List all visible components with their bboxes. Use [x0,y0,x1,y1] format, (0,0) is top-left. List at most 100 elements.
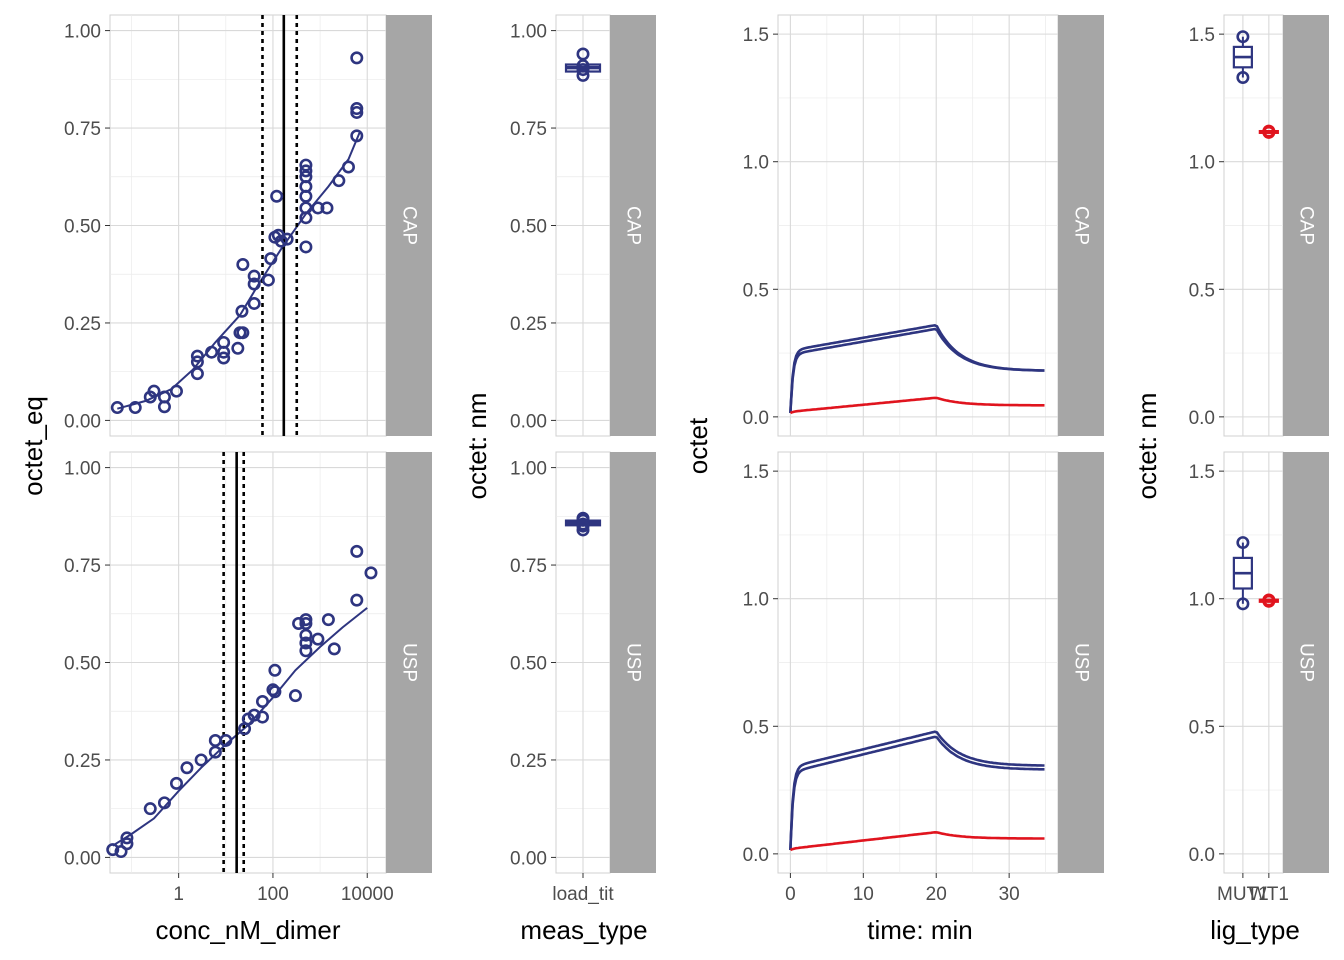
titration-cap-strip-bg [386,15,432,436]
titration-usp-point-4 [143,802,157,816]
kinetics-usp-strip-label: USP [1071,643,1092,682]
kinetics-usp-y-tick-label-0: 0.0 [743,845,769,866]
titration-usp-point-15 [255,710,269,724]
grid-layer [105,14,1284,878]
titration-cap-point-41 [350,129,364,143]
ligand-cap-point-mut1-1 [1236,71,1250,85]
kinetics-cap-series-line-2 [789,396,1045,415]
titration-cap-y-tick-label-3: 0.75 [64,119,101,140]
titration-usp-strip-label: USP [399,643,420,682]
titration-usp-point-0 [106,843,120,857]
titration-usp-y-tick-label-1: 0.25 [64,751,101,772]
loading-cap-y-tick-label-1: 0.25 [510,314,547,335]
titration-cap-point-19 [247,296,261,310]
titration-cap-point-21 [247,269,261,283]
titration-cap-point-3 [147,384,161,398]
titration-cap-point-28 [280,232,294,246]
loading-usp-point-4 [576,523,590,537]
titration-cap-point-37 [311,201,325,215]
ligand-cap-point-mut1-0 [1236,30,1250,44]
titration-usp-y-tick-label-3: 0.75 [64,556,101,577]
kinetics-cap-marks [789,323,1045,415]
titration-usp-point-7 [180,761,194,775]
loading-cap-y-tick-label-4: 1.00 [510,22,547,43]
titration-cap-point-36 [299,158,313,172]
axis-label-layer: 0.000.250.500.751.000.000.250.500.751.00… [64,22,1289,905]
titration-usp-point-20 [288,689,302,703]
ligand-usp-y-tick-label-3: 1.5 [1189,462,1215,483]
titration-usp-point-8 [194,753,208,767]
kinetics-cap-series-line-1 [789,327,1045,414]
titration-cap-point-22 [261,273,275,287]
titration-cap-point-39 [332,174,346,188]
ligand-usp-x-tick-label-0: MUT1 [1217,884,1269,905]
titration-cap-point-27 [270,189,284,203]
titration-cap-y-tick-label-1: 0.25 [64,314,101,335]
titration-cap-point-11 [217,351,231,365]
loading-cap-marks [564,47,602,82]
titration-cap-point-13 [217,335,231,349]
ligand-usp-x-tick-label-1: WT1 [1249,884,1289,905]
loading-cap-y-tick-label-0: 0.00 [510,411,547,432]
loading-usp-x-tick-label-0: load_tit [552,884,614,905]
titration-usp-point-22 [299,644,313,658]
loading-usp-marks [564,511,602,537]
ligand-usp-marks [1232,536,1279,611]
kinetics-usp-series-line-0 [789,730,1045,851]
loading-x-axis-title: meas_type [520,915,647,945]
ligand-cap-y-tick-label-2: 1.0 [1189,153,1215,174]
loading-usp-y-tick-label-1: 0.25 [510,751,547,772]
loading-y-axis-title: octet: nm [462,393,492,500]
kinetics-x-axis-title: time: min [867,915,972,945]
titration-usp-marks [106,452,378,873]
titration-y-axis-title: octet_eq [18,396,48,496]
loading-cap-point-3 [576,68,590,82]
kinetics-usp-x-tick-label-1: 10 [853,884,874,905]
titration-usp-x-tick-label-2: 10000 [341,884,394,905]
ligand-cap-strip-bg [1283,15,1329,436]
kinetics-cap-strip-bg [1058,15,1104,436]
titration-usp-point-27 [311,632,325,646]
ligand-usp-strip-label: USP [1296,643,1317,682]
ligand-cap-y-tick-label-0: 0.0 [1189,408,1215,429]
titration-usp-y-tick-label-2: 0.50 [64,654,101,675]
titration-cap-y-tick-label-4: 1.00 [64,22,101,43]
titration-usp-strip-bg [386,452,432,873]
titration-usp-x-tick-label-0: 1 [173,884,184,905]
kinetics-usp-x-tick-label-2: 20 [926,884,947,905]
titration-usp-y-tick-label-4: 1.00 [64,459,101,480]
ligand-usp-y-tick-label-2: 1.0 [1189,590,1215,611]
titration-usp-point-6 [169,776,183,790]
titration-usp-point-31 [350,593,364,607]
titration-usp-point-5 [157,796,171,810]
loading-cap-strip-bg [610,15,656,436]
ligand-cap-marks [1232,30,1279,139]
titration-cap-point-18 [236,257,250,271]
kinetics-usp-y-tick-label-1: 0.5 [743,717,769,738]
titration-usp-point-30 [350,544,364,558]
titration-cap-point-43 [350,102,364,116]
ligand-usp-point-mut1-0 [1236,536,1250,550]
titration-cap-strip-label: CAP [399,206,420,245]
ligand-cap-point-wt1-1 [1262,125,1276,139]
titration-cap-point-0 [110,401,124,415]
ligand-x-axis-title: lig_type [1210,915,1300,945]
titration-cap-y-tick-label-2: 0.50 [64,217,101,238]
titration-cap-point-14 [231,341,245,355]
ligand-usp-y-tick-label-1: 0.5 [1189,717,1215,738]
loading-usp-y-tick-label-3: 0.75 [510,556,547,577]
ligand-usp-y-tick-label-0: 0.0 [1189,845,1215,866]
loading-usp-y-tick-label-0: 0.00 [510,848,547,869]
titration-cap-point-6 [169,384,183,398]
kinetics-y-axis-title: octet [683,417,713,474]
titration-cap-point-23 [264,252,278,266]
titration-cap-marks [110,15,364,436]
titration-cap-point-26 [274,234,288,248]
ligand-usp-point-mut1-1 [1236,597,1250,611]
titration-usp-point-14 [247,708,261,722]
titration-cap-point-35 [299,164,313,178]
titration-cap-point-16 [235,304,249,318]
titration-usp-point-32 [364,566,378,580]
kinetics-usp-series-line-2 [789,830,1045,852]
